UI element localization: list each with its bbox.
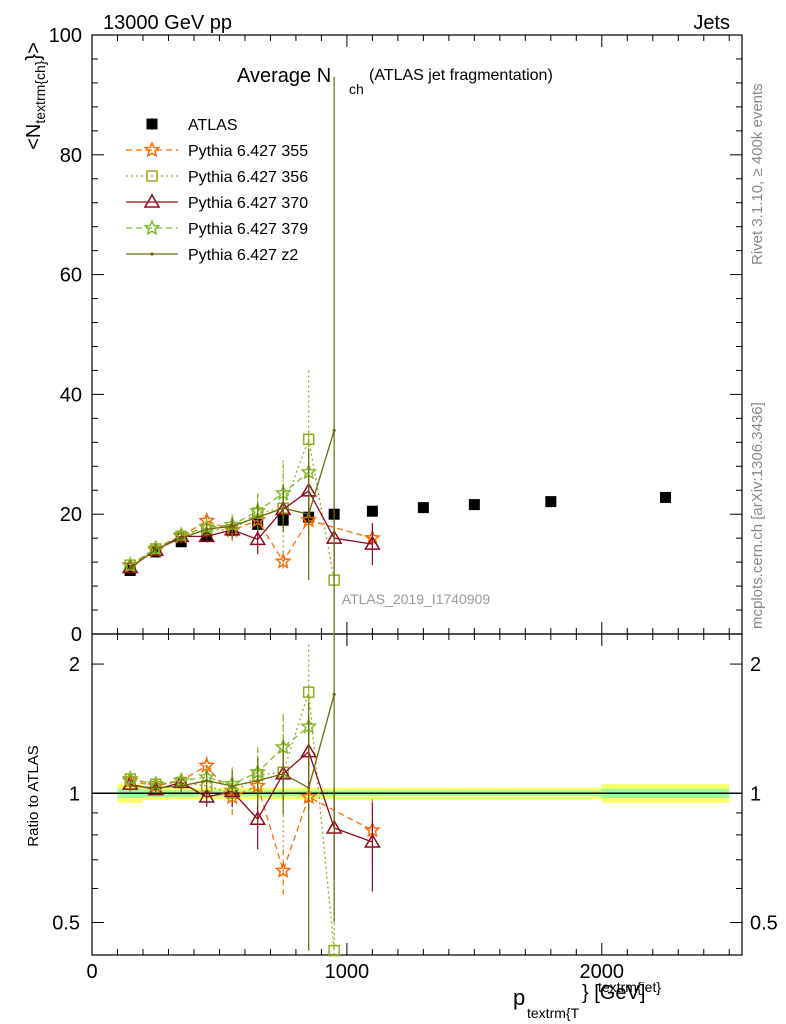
legend-label: Pythia 6.427 379 [188,221,308,238]
rivet-version-label: Rivet 3.1.10, ≥ 400k events [749,83,766,265]
series-line [129,489,373,569]
plot-title: Average N ch (ATLAS jet fragmentation) [237,65,553,97]
data-point [256,515,260,519]
legend-label: Pythia 6.427 370 [188,195,308,212]
data-point [366,505,378,517]
data-point [545,496,557,508]
svg-text:mcplots.cern.ch [arXiv:1306.34: mcplots.cern.ch [arXiv:1306.3436] [749,402,766,629]
data-point [128,784,132,788]
data-point [146,170,158,182]
ratio-axes: 0 1000 2000 0.5 0.5 1 1 2 2 [52,634,778,983]
data-point [274,861,292,878]
mcplots-source-label: mcplots.cern.ch [arXiv:1306.3436] [749,402,766,629]
data-point [143,141,161,158]
series-line [130,692,335,951]
svg-text:ch: ch [349,81,364,97]
y-tick-label: 40 [60,384,82,406]
svg-text:p: p [513,985,525,1010]
x-tick-label: 2000 [580,961,625,983]
data-point [205,527,209,531]
series-line [130,764,373,873]
data-point [179,784,183,788]
data-point [328,944,340,957]
data-point [468,499,480,511]
data-point [660,491,672,503]
data-point [281,772,285,776]
series-line [130,750,373,843]
main-series [121,76,672,634]
x-axis-label: p textrm{T } [GeV] textrm{jet} [513,979,661,1021]
y-tick-label: 80 [60,145,82,167]
data-point [143,193,161,208]
x-tick-label: 1000 [325,961,370,983]
y-tick-label: 0.5 [52,912,80,934]
legend-label: Pythia 6.427 355 [188,143,308,160]
analysis-watermark: ATLAS_2019_I1740909 [342,591,491,607]
y-tick-label-right: 2 [750,654,761,676]
series-line [129,430,335,569]
data-point [332,692,336,696]
svg-text:Ratio to ATLAS: Ratio to ATLAS [25,745,42,846]
data-point [256,779,260,783]
y-axis-label-main: <Ntextrm{ch}}> [23,42,48,150]
data-point [249,810,266,825]
data-point [249,530,266,546]
data-point [198,527,216,543]
data-point [128,566,132,570]
series-pythia-6-427-355 [121,490,381,573]
ratio-panel-frame [91,633,743,956]
data-point [143,219,161,236]
data-point [150,252,154,256]
y-axis-label-ratio: Ratio to ATLAS [25,745,42,846]
data-point [307,786,311,790]
svg-text:} [GeV]: } [GeV] [582,982,645,1004]
svg-text:<Ntextrm{ch}}>: <Ntextrm{ch}}> [23,42,48,150]
series-pythia-6-427-z2 [128,76,336,634]
data-point [281,506,285,510]
data-point [230,784,234,788]
data-point [146,118,158,130]
y-tick-label: 20 [60,504,82,526]
y-tick-label: 60 [60,265,82,287]
y-tick-label-right: 1 [750,783,761,805]
ratio-series [121,634,381,957]
svg-text:textrm{T: textrm{T [527,1005,580,1021]
data-point [332,428,336,432]
series-pythia-6-427-356 [124,370,340,634]
x-tick-label: 0 [86,961,97,983]
legend-label: Pythia 6.427 356 [188,169,308,186]
energy-label: 13000 GeV pp [103,12,232,34]
process-label: Jets [693,12,730,34]
y-tick-label: 2 [69,654,80,676]
legend-label: ATLAS [188,117,238,134]
series-pythia-6-427-370 [121,721,381,892]
svg-text:Rivet 3.1.10, ≥ 400k events: Rivet 3.1.10, ≥ 400k events [749,83,766,265]
data-point [154,547,158,552]
legend-label: Pythia 6.427 z2 [188,247,298,264]
data-point [230,524,234,528]
data-point [417,502,429,514]
data-point [198,788,216,803]
main-axes: 0 20 40 60 80 100 [49,25,742,646]
series-pythia-6-427-379 [121,685,318,803]
legend: ATLAS Pythia 6.427 355 Pythia 6.427 356 Pyt… [126,117,308,264]
y-tick-label: 0 [71,624,82,646]
data-point [205,779,209,783]
data-point [364,833,381,848]
data-point [179,536,183,540]
svg-text:(ATLAS jet fragmentation): (ATLAS jet fragmentation) [369,67,553,84]
y-tick-label: 1 [69,783,80,805]
data-point [307,512,311,516]
data-point [154,786,158,790]
series-line [129,436,335,581]
svg-text:textrm{jet}: textrm{jet} [598,979,661,995]
y-tick-label-right: 0.5 [750,912,778,934]
data-point [274,552,292,569]
y-tick-label: 100 [49,25,82,47]
data-point [364,535,381,550]
series-pythia-6-427-z2 [128,634,336,951]
svg-text:Average N: Average N [237,65,331,87]
